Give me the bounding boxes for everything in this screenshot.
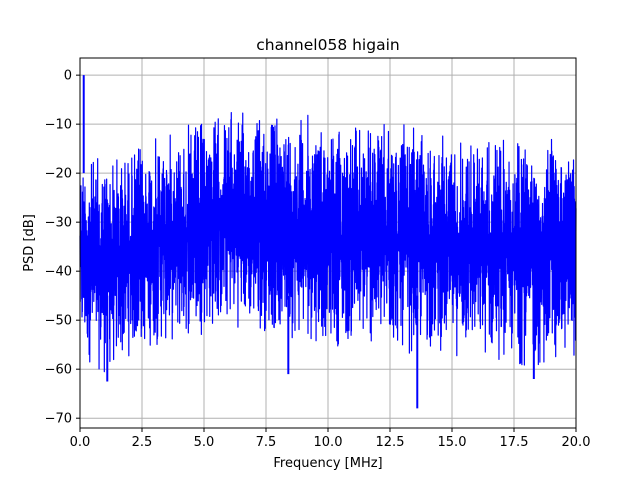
x-tick-label: 12.5 [376,435,405,450]
x-axis-label: Frequency [MHz] [273,456,382,471]
x-tick-label: 20.0 [562,435,591,450]
plot-area [79,75,577,409]
axis-ticks: 0.0 2.5 5.0 7.5 10.0 12.5 15.0 17.5 20.0 0 −10 −20 −… [45,69,591,450]
x-tick-label: 17.5 [500,435,529,450]
chart-title: channel058 higain [256,36,399,54]
x-tick-label: 2.5 [132,435,153,450]
y-tick-label: −60 [45,363,72,378]
y-tick-label: −70 [45,412,72,427]
y-tick-label: 0 [64,69,72,84]
x-tick-label: 7.5 [256,435,277,450]
y-tick-label: −10 [45,118,72,133]
x-tick-label: 15.0 [438,435,467,450]
axes-frame [79,57,577,429]
y-tick-label: −50 [45,314,72,329]
y-axis-label: PSD [dB] [22,214,37,272]
x-tick-label: 0.0 [70,435,91,450]
psd-trace [79,112,577,373]
y-tick-label: −40 [45,265,72,280]
x-tick-label: 10.0 [314,435,343,450]
y-tick-label: −20 [45,167,72,182]
y-tick-label: −30 [45,216,72,231]
x-tick-label: 5.0 [194,435,215,450]
